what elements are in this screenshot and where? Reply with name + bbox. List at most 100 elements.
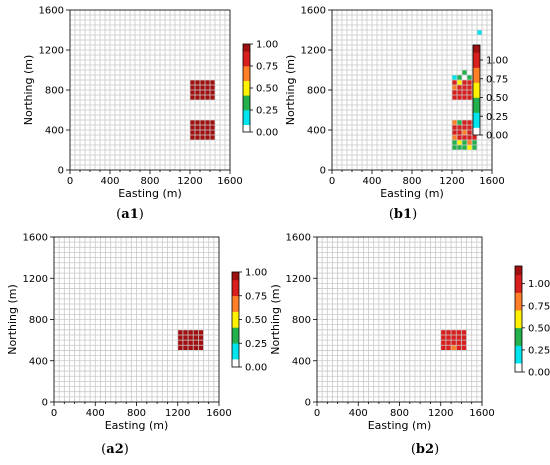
- colorbar-segment: [515, 367, 522, 373]
- colorbar-tick-label: 1.00: [528, 279, 550, 290]
- colorbar-segment: [473, 60, 480, 65]
- colorbar-tick-label: 0.25: [256, 106, 278, 117]
- colorbar-segment: [232, 295, 239, 301]
- colorbar-segment: [515, 301, 522, 307]
- y-tick-label: 800: [307, 86, 326, 97]
- colorbar-segment: [243, 121, 250, 125]
- colorbar-segment: [473, 75, 480, 80]
- colorbar-segment: [243, 124, 250, 129]
- colorbar-segment: [515, 274, 522, 280]
- colorbar-segment: [243, 51, 250, 56]
- heatmap-cell: [467, 75, 472, 80]
- colorbar-segment: [515, 336, 522, 342]
- colorbar-segment: [232, 311, 239, 316]
- colorbar-tick-label: 0.75: [486, 74, 508, 85]
- colorbar-segment: [473, 105, 480, 110]
- heatmap-cell: [462, 70, 467, 75]
- heatmap-cell: [462, 140, 467, 145]
- colorbar-tick-label: 0.50: [245, 315, 267, 326]
- colorbar-segment: [232, 279, 239, 285]
- x-tick-label: 400: [349, 408, 368, 419]
- colorbar-tick-label: 0.25: [486, 112, 508, 123]
- colorbar-tick-label: 0.75: [245, 291, 267, 302]
- y-tick-label: 1200: [301, 46, 326, 57]
- heatmap-b2: 0 400 800 1200 1600 0 400 800 1200 1600 Easting (m…: [269, 233, 550, 433]
- heatmap-a2: 0 400 800 1200 1600 0 400 800 1200 1600 Easting (m…: [6, 233, 267, 433]
- colorbar-segment: [473, 108, 480, 113]
- x-tick-label: 800: [140, 176, 159, 187]
- heatmap-cell: [477, 30, 482, 35]
- colorbar-segment: [515, 314, 522, 320]
- colorbar-segment: [515, 296, 522, 302]
- colorbar-segment: [515, 354, 522, 360]
- y-tick-label: 800: [45, 86, 64, 97]
- x-tick-label: 1200: [439, 176, 464, 187]
- heatmap-cell: [452, 140, 457, 145]
- colorbar-segment: [232, 275, 239, 281]
- colorbar-segment: [473, 82, 480, 87]
- heatmap-b1: 0 400 800 1200 1600 0 400 800 1200 1600 Easting (m…: [284, 6, 508, 201]
- y-tick-label: 1200: [286, 274, 311, 285]
- x-tick-label: 800: [127, 408, 146, 419]
- colorbar-segment: [243, 69, 250, 74]
- caption-a1: (a1): [116, 207, 144, 222]
- panel-a1: 0 400 800 1200 1600 0 400 800 1200 1600 Easting (m…: [0, 0, 278, 232]
- colorbar-segment: [515, 327, 522, 333]
- y-tick-label: 1200: [23, 274, 48, 285]
- y-tick-label: 400: [45, 126, 64, 137]
- colorbar-segment: [473, 101, 480, 106]
- caption-b2: (b2): [410, 442, 440, 457]
- panel-b2: 0 400 800 1200 1600 0 400 800 1200 1600 Easting (m…: [269, 232, 550, 465]
- y-tick-label: 0: [320, 166, 326, 177]
- colorbar-segment: [243, 99, 250, 103]
- x-tick-label: 1600: [469, 408, 494, 419]
- caption-b1: (b1): [388, 207, 418, 222]
- y-tick-label: 1600: [23, 233, 48, 244]
- colorbar-segment: [243, 117, 250, 122]
- colorbar-segment: [232, 283, 239, 289]
- x-tick-label: 400: [86, 408, 105, 419]
- colorbar-segment: [232, 307, 239, 312]
- colorbar-segment: [515, 305, 522, 311]
- heatmap-cell: [452, 145, 457, 150]
- colorbar-segment: [515, 341, 522, 346]
- heatmap-cell: [452, 75, 457, 80]
- colorbar-segment: [473, 67, 480, 72]
- colorbar-segment: [243, 128, 250, 133]
- x-tick-label: 800: [390, 408, 409, 419]
- colorbar-tick-label: 0.25: [245, 339, 267, 350]
- heatmap-cell: [452, 120, 457, 125]
- colorbar-segment: [515, 270, 522, 276]
- colorbar-tick-label: 0.00: [486, 131, 508, 142]
- colorbar-segment: [232, 291, 239, 297]
- heatmap-cell: [472, 145, 477, 150]
- colorbar-segment: [232, 359, 239, 364]
- x-axis-label: Easting (m): [380, 187, 444, 200]
- colorbar-segment: [473, 90, 480, 95]
- colorbar-segment: [243, 91, 250, 96]
- y-tick-label: 400: [292, 356, 311, 367]
- heatmap-cell: [452, 135, 457, 140]
- colorbar-segment: [473, 63, 480, 68]
- colorbar-segment: [473, 48, 480, 53]
- colorbar-segment: [473, 86, 480, 91]
- colorbar-tick-label: 0.50: [486, 93, 508, 104]
- colorbar-segment: [515, 319, 522, 324]
- colorbar-segment: [243, 73, 250, 78]
- y-tick-label: 0: [305, 398, 311, 409]
- y-tick-label: 1600: [39, 6, 64, 17]
- panel-a2: 0 400 800 1200 1600 0 400 800 1200 1600 Easting (m…: [0, 232, 275, 465]
- y-axis-label: Northing (m): [6, 284, 19, 355]
- colorbar-segment: [473, 78, 480, 83]
- colorbar: 0.00 0.25 0.50 0.75 1.00: [472, 44, 508, 142]
- x-tick-label: 0: [67, 176, 73, 187]
- colorbar: 0.00 0.25 0.50 0.75 1.00: [514, 265, 550, 379]
- colorbar-segment: [232, 335, 239, 340]
- colorbar-segment: [243, 55, 250, 59]
- colorbar-segment: [232, 272, 239, 277]
- colorbar-segment: [515, 323, 522, 329]
- y-axis-label: Northing (m): [269, 284, 282, 355]
- colorbar-segment: [473, 123, 480, 128]
- colorbar-segment: [515, 292, 522, 298]
- x-tick-label: 1200: [428, 408, 453, 419]
